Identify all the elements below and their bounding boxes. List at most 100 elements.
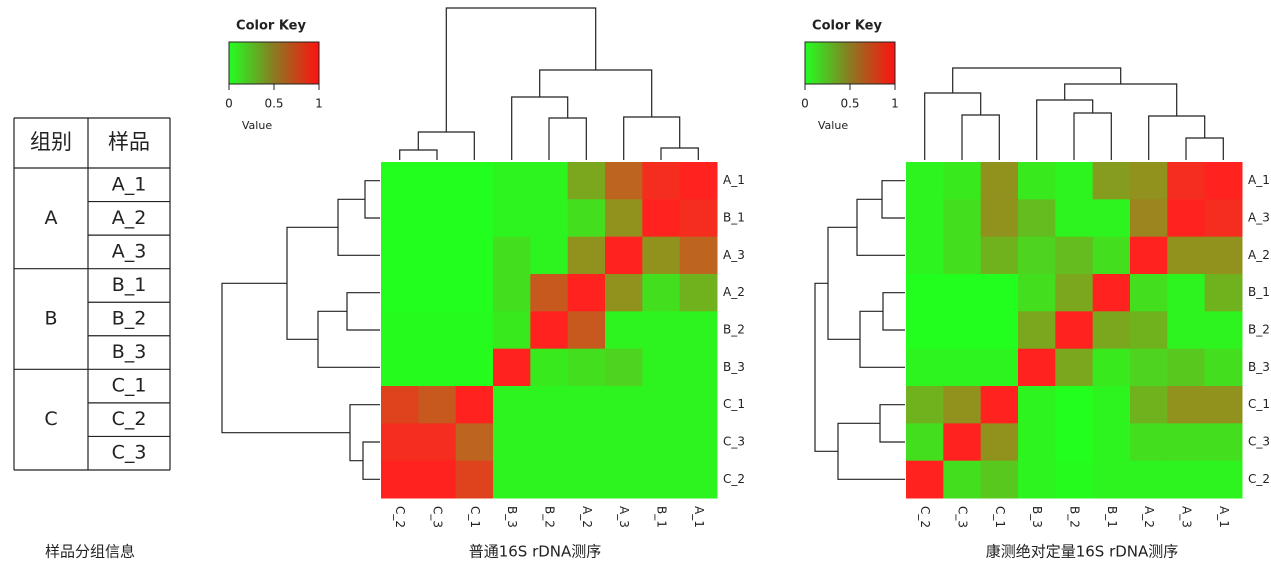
heatmap-cell	[567, 348, 606, 387]
row-dendrogram	[349, 404, 380, 462]
column-dendrogram	[623, 116, 681, 160]
heatmap-cell	[455, 460, 494, 499]
heatmap-cell	[1018, 348, 1056, 387]
table-caption: 样品分组信息	[45, 543, 135, 561]
heatmap-cell	[605, 274, 643, 312]
heatmap-cell	[906, 386, 944, 424]
heatmap-cell	[980, 311, 1019, 350]
heatmap-cell	[1130, 199, 1168, 238]
heatmap-cell	[679, 199, 718, 238]
row-dendrogram	[286, 226, 338, 340]
heatmap-cell	[605, 460, 643, 499]
row-dendrogram	[362, 441, 380, 480]
heatmap-cell	[642, 311, 681, 350]
row-label: C_1	[1248, 397, 1270, 411]
color-key-title: Color Key	[236, 19, 306, 34]
row-dendrogram	[827, 226, 860, 340]
heatmap-cell	[943, 162, 982, 200]
heatmap-cell	[943, 386, 982, 424]
row-label: C_3	[1248, 435, 1270, 449]
heatmap-cell	[1018, 236, 1056, 275]
column-label: B_1	[1105, 506, 1119, 528]
heatmap-cell	[679, 386, 718, 424]
heatmap-cell	[493, 199, 531, 238]
heatmap-cell	[1204, 460, 1243, 499]
heatmap-cell	[906, 162, 944, 200]
heatmap-cell	[381, 423, 419, 462]
heatmap-cell	[1055, 199, 1094, 238]
row-dendrogram	[879, 404, 905, 443]
heatmap-cell	[906, 423, 944, 462]
column-label: A_1	[1217, 506, 1231, 528]
heatmap-cell	[455, 311, 494, 350]
heatmap-cell	[943, 199, 982, 238]
heatmap-cell	[493, 236, 531, 275]
heatmap-cell	[381, 236, 419, 275]
heatmap-cell	[980, 199, 1019, 238]
row-label: C_2	[723, 472, 745, 486]
row-label: B_1	[1248, 285, 1270, 299]
chart-title: 康测绝对定量16S rDNA测序	[986, 543, 1179, 561]
heatmap-cell	[530, 348, 569, 387]
column-dendrogram	[660, 147, 699, 160]
heatmap-cell	[642, 348, 681, 387]
column-label: C_3	[956, 506, 970, 528]
color-key-tick-label: 0	[801, 97, 809, 111]
heatmap-cell	[1092, 236, 1131, 275]
heatmap-cell	[943, 236, 982, 275]
heatmap-cell	[642, 386, 681, 424]
heatmap-cell	[943, 274, 982, 312]
heatmap-cell	[381, 386, 419, 424]
column-label: C_2	[393, 506, 407, 528]
heatmap-cell	[1204, 348, 1243, 387]
heatmap-cell	[1018, 311, 1056, 350]
sample-name: A_2	[112, 207, 147, 229]
heatmap-cell	[679, 311, 718, 350]
heatmap-cell	[1018, 460, 1056, 499]
heatmap-cell	[1018, 162, 1056, 200]
column-dendrogram	[548, 117, 587, 160]
heatmap-cell	[980, 162, 1019, 200]
heatmap-cell	[1092, 386, 1131, 424]
color-key-title: Color Key	[812, 19, 882, 34]
heatmap-cell	[381, 460, 419, 499]
row-label: A_2	[723, 285, 745, 299]
color-key	[228, 41, 320, 85]
heatmap-cell	[1018, 423, 1056, 462]
heatmap-cell	[1130, 460, 1168, 499]
heatmap-cell	[679, 423, 718, 462]
heatmap-cell	[455, 162, 494, 200]
row-label: C_2	[1248, 472, 1270, 486]
group-name: C	[44, 408, 57, 430]
heatmap-cell	[1204, 311, 1243, 350]
heatmap-cell	[1055, 423, 1094, 462]
heatmap-cell	[1018, 386, 1056, 424]
heatmap-cell	[567, 199, 606, 238]
row-label: C_1	[723, 397, 745, 411]
heatmap-cell	[567, 386, 606, 424]
heatmap-cell	[455, 199, 494, 238]
heatmap-cell	[1167, 460, 1206, 499]
heatmap-cell	[530, 423, 569, 462]
column-label: A_1	[692, 506, 706, 528]
heatmap-cell	[679, 274, 718, 312]
heatmap-cell	[642, 236, 681, 275]
heatmap-cell	[567, 423, 606, 462]
heatmap-cell	[980, 423, 1019, 462]
row-dendrogram	[814, 282, 838, 452]
column-label: B_2	[543, 506, 557, 528]
row-label: C_3	[723, 435, 745, 449]
heatmap-cell	[418, 311, 457, 350]
sample-name: C_2	[112, 408, 147, 430]
heatmap-cell	[418, 199, 457, 238]
sample-name: C_3	[112, 442, 147, 464]
row-dendrogram	[882, 292, 905, 331]
heatmap-cell	[530, 460, 569, 499]
column-label: C_1	[993, 506, 1007, 528]
heatmap-cell	[906, 236, 944, 275]
heatmap-cell	[642, 162, 681, 200]
column-dendrogram	[1185, 137, 1224, 160]
column-dendrogram	[1073, 112, 1112, 160]
heatmap-cell	[1204, 423, 1243, 462]
